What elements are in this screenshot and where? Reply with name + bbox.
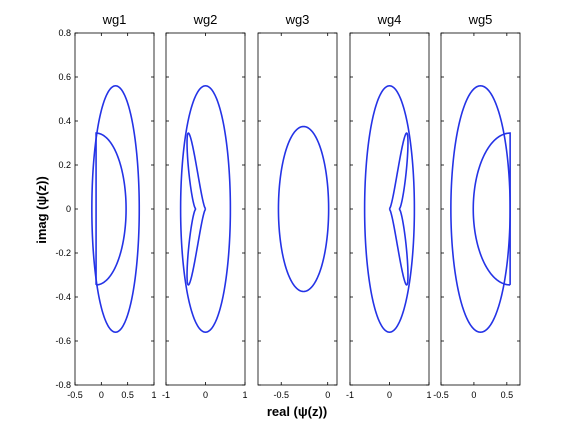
panel-title: wg3 <box>285 12 310 27</box>
x-tick-label: 0.5 <box>121 390 134 400</box>
x-tick-label: 0 <box>325 390 330 400</box>
y-tick-label: 0 <box>66 204 71 214</box>
series-curve-ellipse <box>179 84 232 334</box>
x-tick-label: 1 <box>426 390 431 400</box>
x-tick-label: 0 <box>203 390 208 400</box>
x-tick-label: 1 <box>242 390 247 400</box>
x-tick-label: -0.5 <box>433 390 449 400</box>
panel-title: wg1 <box>102 12 127 27</box>
series-curve-ellipse <box>277 125 330 293</box>
x-tick-label: -0.5 <box>67 390 83 400</box>
y-tick-label: -0.8 <box>55 380 71 390</box>
series-curve-heart <box>388 132 409 286</box>
y-tick-label: 0.6 <box>58 72 71 82</box>
x-tick-label: 0 <box>99 390 104 400</box>
panel-wg2: wg2 -1 0 1 <box>162 12 248 400</box>
panel-wg4: wg4 -1 0 1 <box>346 12 432 400</box>
series-curve-dshape <box>95 132 127 286</box>
panel-wg5: wg5 -0.5 0 0.5 <box>433 12 521 400</box>
y-tick-label: 0.8 <box>58 28 71 38</box>
panel-frame <box>257 32 338 386</box>
series-curve-ellipse <box>363 84 416 334</box>
series-curve-dshape <box>472 132 511 286</box>
x-tick-label: -0.5 <box>273 390 289 400</box>
panels: wg1 -0.5 0 0.5 1 0.8 0.6 0.4 0.2 0 -0.2 -0.4 -0.6 -0.… <box>55 12 521 400</box>
series-curve-ellipse <box>450 84 511 334</box>
panel-title: wg5 <box>468 12 493 27</box>
x-tick-label: -1 <box>162 390 170 400</box>
series-curve-heart <box>186 132 207 286</box>
y-tick-label: -0.4 <box>55 292 71 302</box>
x-axis-label: real (ψ(z)) <box>267 404 327 419</box>
panel-wg1: wg1 -0.5 0 0.5 1 0.8 0.6 0.4 0.2 0 -0.2 -0.4 -0.6 -0.… <box>55 12 156 400</box>
y-tick-label: -0.2 <box>55 248 71 258</box>
panel-frame <box>74 32 155 386</box>
y-tick-label: -0.6 <box>55 336 71 346</box>
panel-title: wg4 <box>377 12 402 27</box>
x-tick-label: 0.5 <box>501 390 514 400</box>
y-tick-label: 0.2 <box>58 160 71 170</box>
series-curve-ellipse <box>91 84 141 334</box>
x-tick-label: -1 <box>346 390 354 400</box>
x-tick-label: 0 <box>471 390 476 400</box>
x-tick-label: 1 <box>151 390 156 400</box>
y-tick-label: 0.4 <box>58 116 71 126</box>
y-axis-label: imag (ψ(z)) <box>34 176 49 244</box>
panel-wg3: wg3 -0.5 0 <box>257 12 338 400</box>
x-tick-label: 0 <box>387 390 392 400</box>
panel-title: wg2 <box>193 12 218 27</box>
